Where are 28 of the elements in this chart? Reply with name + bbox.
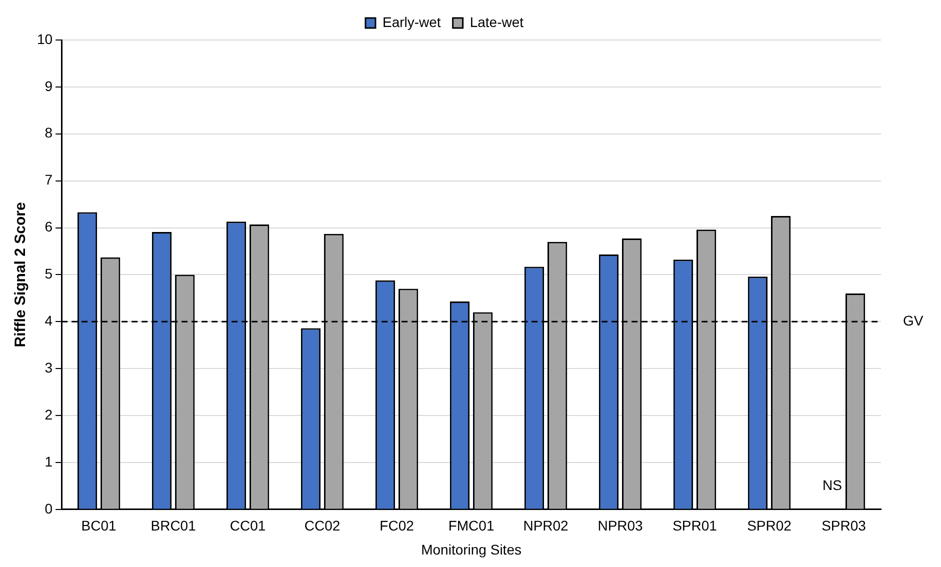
y-tick-label: 5: [44, 266, 53, 282]
y-tick-label: 10: [36, 30, 53, 47]
x-tick-label: FMC01: [448, 518, 494, 534]
x-tick-label: SPR02: [747, 518, 792, 534]
y-tick-label: 3: [44, 359, 53, 376]
ref-line-label: GV: [903, 312, 924, 328]
y-tick-label: 9: [44, 78, 53, 94]
y-tick-label: 1: [44, 453, 53, 470]
x-tick-label: NPR03: [598, 518, 644, 534]
y-tick-label: 6: [44, 218, 53, 235]
x-tick-label: BC01: [81, 518, 117, 534]
y-tick-label: 7: [44, 172, 53, 188]
y-tick-label: 0: [44, 500, 53, 516]
x-tick-label: CC01: [230, 518, 266, 534]
x-tick-label: FC02: [380, 518, 414, 534]
x-tick-label: SPR01: [672, 518, 718, 534]
y-axis-title: Riffle Signal 2 Score: [12, 202, 30, 348]
legend-label: Early-wet: [382, 14, 441, 30]
x-tick-label: BRC01: [150, 518, 196, 534]
legend-label: Late-wet: [470, 14, 524, 30]
x-axis-title: Monitoring Sites: [421, 541, 522, 558]
x-tick-label: CC02: [304, 518, 340, 534]
y-tick-label: 4: [44, 312, 53, 328]
x-tick-label: NPR02: [523, 518, 569, 534]
annotation: NS: [822, 476, 842, 493]
y-tick-label: 2: [44, 406, 53, 422]
y-tick-label: 8: [44, 124, 53, 141]
x-tick-label: SPR03: [822, 518, 866, 534]
